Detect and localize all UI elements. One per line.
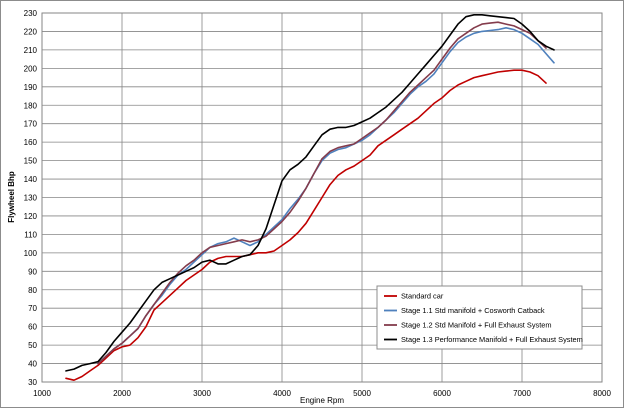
y-tick-label: 60 bbox=[28, 323, 37, 332]
y-tick-label: 100 bbox=[24, 249, 38, 258]
x-axis-title: Engine Rpm bbox=[300, 396, 344, 405]
x-tick-label: 5000 bbox=[353, 389, 371, 398]
legend: Standard car Stage 1.1 Std manifold + Cos… bbox=[376, 285, 583, 350]
series-line-3 bbox=[97, 21, 547, 365]
y-tick-label: 30 bbox=[28, 378, 37, 387]
y-tick-label: 130 bbox=[24, 194, 38, 203]
y-tick-label: 80 bbox=[28, 286, 37, 295]
y-axis-title: Flywheel Bhp bbox=[7, 171, 16, 223]
plot-area-border bbox=[41, 12, 603, 383]
x-tick-label: 4000 bbox=[273, 389, 291, 398]
legend-box bbox=[376, 285, 583, 350]
legend-label-4: Stage 1.3 Performance Manifold + Full Ex… bbox=[401, 335, 583, 344]
series-line-2 bbox=[97, 26, 555, 365]
x-tick-label: 8000 bbox=[593, 389, 611, 398]
y-tick-label: 180 bbox=[24, 101, 38, 110]
y-tick-label: 120 bbox=[24, 212, 38, 221]
tick-labels: 1000 2000 3000 4000 5000 6000 7000 8000 30 40 50 60… bbox=[24, 9, 612, 398]
x-tick-label: 6000 bbox=[433, 389, 451, 398]
y-tick-label: 110 bbox=[24, 230, 37, 239]
x-tick-label: 1000 bbox=[33, 389, 51, 398]
y-tick-label: 150 bbox=[24, 157, 38, 166]
y-tick-label: 160 bbox=[24, 138, 38, 147]
y-tick-label: 140 bbox=[24, 175, 38, 184]
y-tick-label: 230 bbox=[24, 9, 38, 18]
y-tick-label: 190 bbox=[24, 83, 38, 92]
legend-label-3: Stage 1.2 Std Manifold + Full Exhaust Sy… bbox=[401, 321, 552, 330]
series-line-1 bbox=[65, 69, 547, 382]
legend-label-2: Stage 1.1 Std manifold + Cosworth Catbac… bbox=[401, 306, 545, 315]
x-tick-label: 2000 bbox=[113, 389, 131, 398]
legend-label-1: Standard car bbox=[401, 292, 444, 301]
y-tick-label: 40 bbox=[28, 360, 37, 369]
y-tick-label: 210 bbox=[24, 46, 38, 55]
x-tick-label: 3000 bbox=[193, 389, 211, 398]
y-tick-label: 200 bbox=[24, 64, 38, 73]
y-tick-label: 220 bbox=[24, 27, 38, 36]
x-tick-label: 7000 bbox=[513, 389, 531, 398]
series-line-4 bbox=[65, 14, 555, 372]
y-tick-label: 50 bbox=[28, 341, 37, 350]
y-tick-label: 90 bbox=[28, 267, 37, 276]
y-tick-label: 170 bbox=[24, 120, 38, 129]
y-tick-label: 70 bbox=[28, 304, 37, 313]
series-lines bbox=[65, 14, 555, 382]
